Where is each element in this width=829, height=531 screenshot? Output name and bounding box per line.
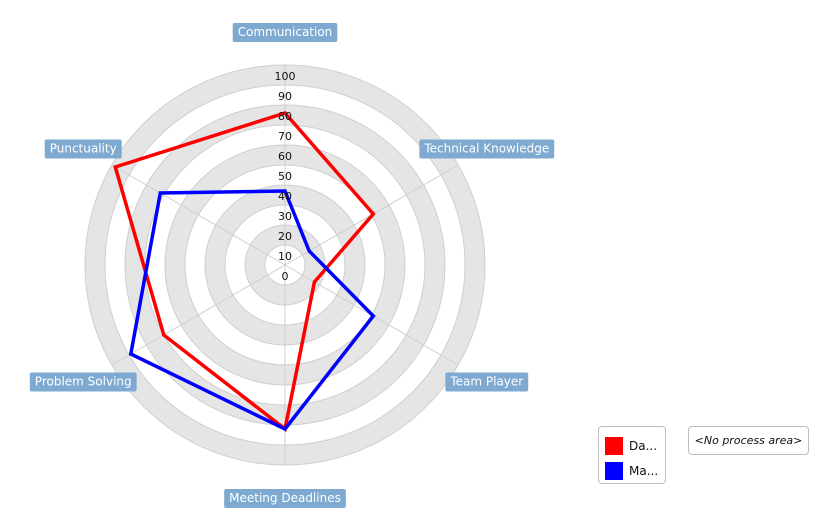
tick-label-20: 20 <box>278 230 292 243</box>
axis-label-text: Team Player <box>449 375 523 389</box>
axis-label-1: Communication <box>232 23 338 42</box>
axis-label-4: Meeting Deadlines <box>224 489 346 508</box>
tick-label-40: 40 <box>278 190 292 203</box>
axis-label-bg <box>29 372 137 392</box>
legend-swatch-series-2 <box>605 461 623 480</box>
tick-label-100: 100 <box>275 70 296 83</box>
legend-label-series-2: Ma... <box>629 463 659 478</box>
axis-label-bg <box>445 372 529 392</box>
spoke-6 <box>111 164 286 266</box>
axis-label-5: Problem Solving <box>29 372 137 392</box>
tick-label-80: 80 <box>278 110 292 123</box>
radar-tick-labels: 0 10 20 30 40 50 60 70 80 90 100 <box>275 70 296 283</box>
axis-label-3: Team Player <box>445 372 529 392</box>
tick-label-60: 60 <box>278 150 292 163</box>
no-process-area-button[interactable]: <No process area> <box>688 426 809 455</box>
axis-label-bg <box>44 139 122 159</box>
tick-label-10: 10 <box>278 250 292 263</box>
legend-label-series-1: Da... <box>629 438 658 453</box>
axis-label-text: Technical Knowledge <box>423 142 549 156</box>
tick-label-50: 50 <box>278 170 292 183</box>
radar-axis-labels: Communication Technical Knowledge Team Pla… <box>29 23 555 508</box>
axis-label-6: Punctuality <box>44 139 122 159</box>
axis-label-text: Meeting Deadlines <box>229 491 341 505</box>
axis-label-2: Technical Knowledge <box>419 139 555 159</box>
axis-label-bg <box>224 489 346 508</box>
legend: Da... Ma... <box>598 426 666 484</box>
series-line-2[interactable] <box>128 189 376 432</box>
tick-label-70: 70 <box>278 130 292 143</box>
axis-label-text: Problem Solving <box>35 375 132 389</box>
axis-label-bg <box>419 139 555 159</box>
legend-item-series-2[interactable]: Ma... <box>605 458 665 483</box>
legend-item-series-1[interactable]: Da... <box>605 433 665 458</box>
axis-label-bg <box>232 23 338 42</box>
legend-swatch-series-1 <box>605 436 623 455</box>
axis-label-text: Communication <box>238 25 333 39</box>
tick-label-90: 90 <box>278 90 292 103</box>
spoke-5 <box>111 264 286 366</box>
tick-label-0: 0 <box>282 270 289 283</box>
radar-series <box>113 110 376 433</box>
axis-label-text: Punctuality <box>50 142 117 156</box>
tick-label-30: 30 <box>278 210 292 223</box>
